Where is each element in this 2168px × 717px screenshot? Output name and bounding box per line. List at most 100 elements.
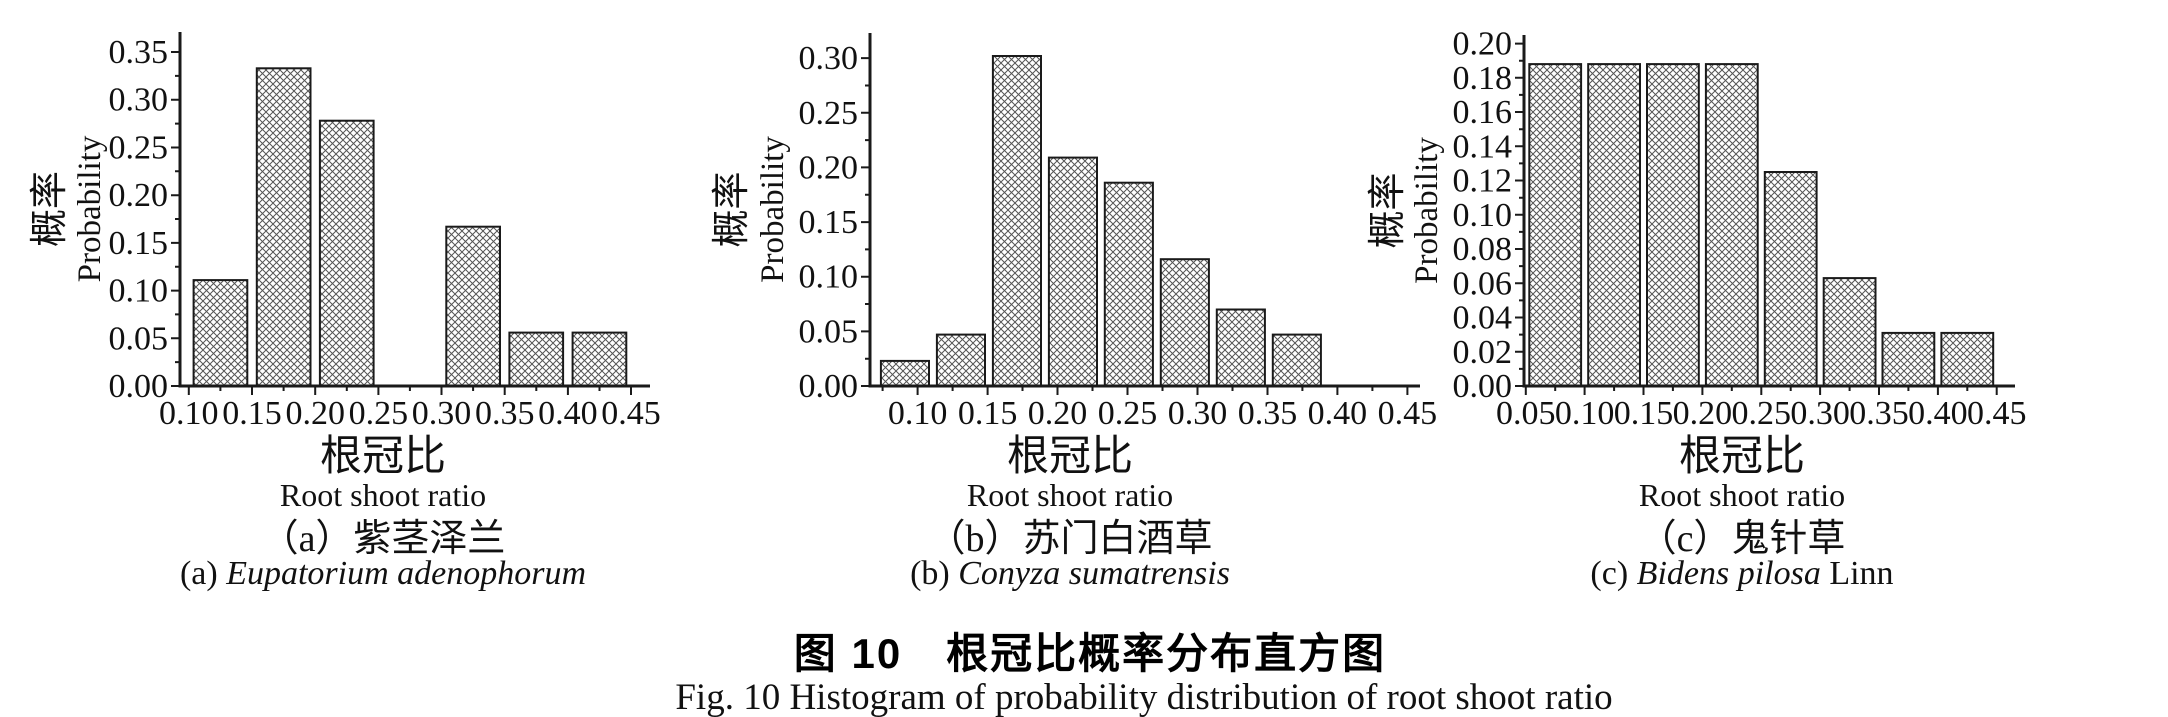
x-tick-label: 0.40 <box>1908 395 1968 432</box>
charts-canvas: 0.10 0.15 0.20 0.25 0.30 0.35 0.40 0.450.000.05… <box>29 26 2026 592</box>
histogram-bar <box>1528 63 1583 387</box>
histogram-bar <box>1215 308 1266 387</box>
y-tick-label: 0.00 <box>799 368 859 405</box>
figure-title-en: Fig. 10 Histogram of probability distrib… <box>675 677 1613 717</box>
chart-a: 0.10 0.15 0.20 0.25 0.30 0.35 0.40 0.450.000.05… <box>29 32 661 592</box>
y-tick-label: 0.10 <box>1453 197 1513 234</box>
x-tick-label: 0.15 <box>222 395 282 432</box>
y-tick-label: 0.08 <box>1453 231 1513 268</box>
y-tick-label: 0.05 <box>109 320 169 357</box>
y-tick-label: 0.10 <box>109 273 169 310</box>
x-tick-label: 0.10 <box>159 395 219 432</box>
x-tick-label: 0.25 <box>1732 395 1792 432</box>
histogram-bar <box>1159 258 1210 388</box>
histogram-bar <box>879 359 931 387</box>
x-tick-label: 0.05 <box>1496 395 1556 432</box>
y-tick-label: 0.20 <box>799 149 859 186</box>
panel-caption-en: (b) Conyza sumatrensis <box>910 555 1230 592</box>
y-tick-label: 0.10 <box>799 259 859 296</box>
y-tick-label: 0.15 <box>799 204 859 241</box>
x-tick-label: 0.30 <box>412 395 472 432</box>
y-axis-label-en: Probability <box>755 136 791 283</box>
histogram-bar <box>255 67 312 388</box>
y-tick-label: 0.00 <box>109 368 169 405</box>
histogram-bar <box>445 225 501 387</box>
tick-marks <box>171 51 632 395</box>
histogram-bar <box>1822 277 1877 388</box>
x-tick-label: 0.25 <box>349 395 409 432</box>
x-tick-label: 0.30 <box>1790 395 1850 432</box>
y-tick-label: 0.16 <box>1453 94 1513 131</box>
histogram-bar <box>508 331 565 388</box>
y-tick-label: 0.04 <box>1453 300 1513 337</box>
histogram-bar <box>935 333 987 388</box>
x-tick-label: 0.45 <box>1378 395 1438 432</box>
histogram-bar <box>1587 63 1641 387</box>
x-tick-label: 0.35 <box>1849 395 1909 432</box>
x-tick-label: 0.15 <box>1614 395 1674 432</box>
x-tick-label: 0.35 <box>475 395 535 432</box>
panel-caption-en: (a) Eupatorium adenophorum <box>180 555 586 592</box>
x-tick-label: 0.35 <box>1238 395 1298 432</box>
x-tick-label: 0.15 <box>958 395 1018 432</box>
y-tick-label: 0.35 <box>109 34 169 71</box>
x-tick-label: 0.20 <box>1673 395 1733 432</box>
panel-caption-zh: （b）苏门白酒草 <box>927 518 1212 560</box>
y-tick-label: 0.12 <box>1453 163 1513 200</box>
x-tick-label: 0.10 <box>888 395 948 432</box>
histogram-bar <box>318 119 375 387</box>
y-axis-label-en: Probability <box>72 135 108 282</box>
x-axis-label-en: Root shoot ratio <box>1639 477 1845 513</box>
histogram-bar <box>1646 63 1700 387</box>
histogram-bar <box>1704 63 1759 387</box>
x-tick-label: 0.20 <box>285 395 345 432</box>
x-tick-label: 0.40 <box>538 395 598 432</box>
histogram-bar <box>991 55 1043 387</box>
y-tick-label: 0.30 <box>109 82 169 119</box>
x-tick-label: 0.40 <box>1308 395 1368 432</box>
histogram-bar <box>1763 171 1818 387</box>
y-tick-label: 0.14 <box>1453 128 1513 165</box>
chart-b: 0.10 0.15 0.20 0.25 0.30 0.35 0.40 0.45 0.00 0.05… <box>711 33 1437 592</box>
y-tick-label: 0.25 <box>109 129 169 166</box>
y-tick-label: 0.06 <box>1453 265 1513 302</box>
figure-title-zh: 图 10 根冠比概率分布直方图 <box>793 630 1387 677</box>
histogram-bar <box>571 331 628 388</box>
histogram-bar <box>1103 181 1154 387</box>
x-tick-label: 0.30 <box>1168 395 1228 432</box>
panel-caption-zh: （a）紫茎泽兰 <box>261 518 506 560</box>
x-tick-label: 0.20 <box>1028 395 1088 432</box>
x-axis-label-zh: 根冠比 <box>1007 434 1133 480</box>
y-tick-label: 0.00 <box>1453 368 1513 405</box>
x-axis-label-zh: 根冠比 <box>320 434 446 480</box>
histogram-bar <box>192 279 249 388</box>
y-tick-label: 0.15 <box>109 225 169 262</box>
x-axis-label-en: Root shoot ratio <box>280 477 486 513</box>
y-tick-label: 0.20 <box>109 177 169 214</box>
x-tick-label: 0.25 <box>1098 395 1158 432</box>
y-tick-label: 0.30 <box>799 40 859 77</box>
y-tick-label: 0.18 <box>1453 60 1513 97</box>
histogram-bar <box>1940 331 1995 387</box>
x-tick-label: 0.45 <box>601 395 661 432</box>
histogram-bar <box>1047 156 1099 387</box>
tick-marks <box>1515 42 1998 395</box>
y-tick-label: 0.05 <box>799 313 859 350</box>
panel-caption-zh: （c）鬼针草 <box>1639 518 1846 560</box>
y-tick-label: 0.25 <box>799 95 859 132</box>
y-axis-label-zh: 概率 <box>29 171 71 247</box>
x-tick-label: 0.45 <box>1967 395 2027 432</box>
histogram-bar <box>1271 333 1322 388</box>
chart-c: 0.05 0.10 0.15 0.20 0.25 0.30 0.35 0.40 0.450.00… <box>1367 26 2026 592</box>
tick-marks <box>861 57 1409 395</box>
histogram-bar <box>1881 331 1936 387</box>
y-axis-label-en: Probability <box>1409 137 1445 284</box>
y-axis-label-zh: 概率 <box>1367 172 1409 248</box>
y-axis-label-zh: 概率 <box>711 171 753 247</box>
x-tick-label: 0.10 <box>1555 395 1615 432</box>
x-axis-label-zh: 根冠比 <box>1679 434 1805 480</box>
panel-caption-en: (c) Bidens pilosa Linn <box>1590 555 1893 592</box>
y-tick-label: 0.20 <box>1453 26 1513 63</box>
y-tick-label: 0.02 <box>1453 334 1513 371</box>
